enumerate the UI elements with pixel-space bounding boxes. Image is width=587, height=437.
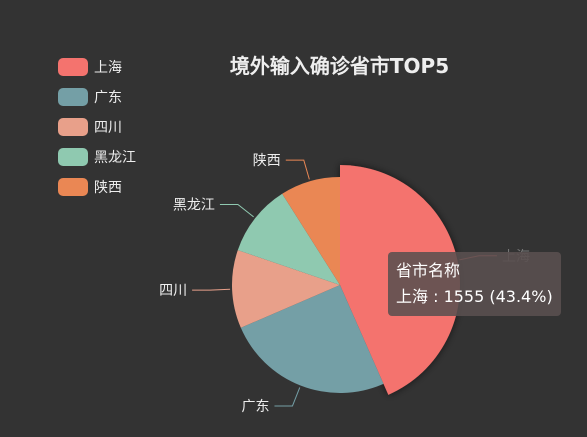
pie-slice[interactable] [232,250,340,328]
tooltip: 省市名称 上海 : 1555 (43.4%) [388,252,561,316]
label-line [285,159,310,180]
legend-swatch [58,88,88,106]
legend-label: 广东 [94,90,122,106]
tooltip-value: 上海 : 1555 (43.4%) [396,287,553,306]
legend-item[interactable]: 四川 [58,112,136,142]
legend-label: 上海 [94,60,122,76]
legend-item[interactable]: 上海 [58,52,136,82]
legend-item[interactable]: 广东 [58,82,136,112]
chart-title: 境外输入确诊省市TOP5 [229,54,450,78]
label-line [192,288,231,291]
label-line [219,204,254,218]
slice-label: 四川 [159,283,187,299]
legend-label: 黑龙江 [94,150,136,166]
legend-item[interactable]: 陕西 [58,172,136,202]
legend-item[interactable]: 黑龙江 [58,142,136,172]
pie-slice[interactable] [282,177,340,285]
legend-label: 四川 [94,120,122,136]
tooltip-title: 省市名称 [396,261,461,280]
legend-swatch [58,118,88,136]
slice-label: 陕西 [253,153,281,169]
label-line [274,387,301,407]
slice-label: 黑龙江 [173,198,215,214]
pie-slice[interactable] [237,193,340,285]
slice-label: 广东 [241,399,269,415]
legend: 上海广东四川黑龙江陕西 [58,52,136,202]
legend-swatch [58,58,88,76]
legend-swatch [58,178,88,196]
pie-slice[interactable] [240,285,384,393]
legend-swatch [58,148,88,166]
legend-label: 陕西 [94,180,122,196]
